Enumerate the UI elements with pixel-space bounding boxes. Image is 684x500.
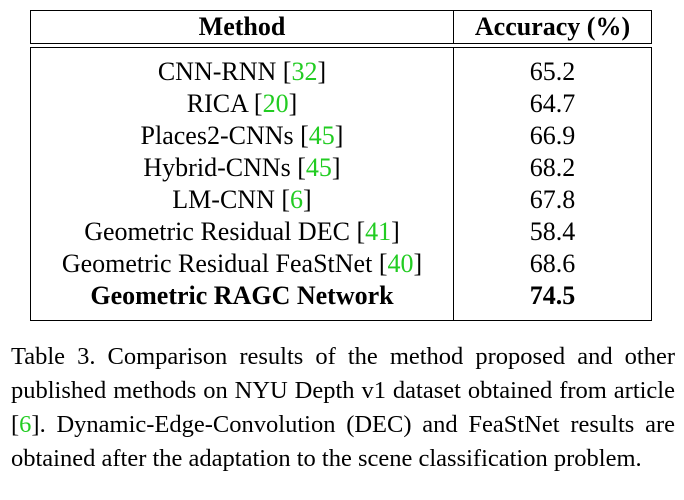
cite-open: [ xyxy=(293,121,309,150)
table-header: Method Accuracy (%) xyxy=(30,10,652,44)
cite-open: [ xyxy=(290,153,306,182)
method-name: LM-CNN xyxy=(172,185,275,214)
cite-open: [ xyxy=(349,217,366,246)
citation-link[interactable]: 41 xyxy=(365,217,392,246)
accuracy-cell: 64.7 xyxy=(529,89,576,118)
table-row: Geometric Residual DEC [41] 58.4 xyxy=(31,217,651,247)
header-method: Method xyxy=(198,12,286,41)
method-name: Geometric RAGC Network xyxy=(90,281,394,310)
results-table: Method Accuracy (%) CNN-RNN [32] 65.2 RI… xyxy=(30,10,652,321)
method-name: Places2-CNNs xyxy=(140,121,294,150)
method-name: Geometric Residual DEC xyxy=(84,217,350,246)
caption-text-end: ]. Dynamic-Edge-Convolution (DEC) and Fe… xyxy=(11,411,675,472)
method-name: Hybrid-CNNs xyxy=(143,153,291,182)
accuracy-cell: 66.9 xyxy=(529,121,576,150)
column-divider xyxy=(453,48,454,320)
accuracy-cell: 65.2 xyxy=(529,57,576,86)
cite-open: [ xyxy=(247,89,263,118)
header-accuracy: Accuracy (%) xyxy=(474,12,631,41)
table-row: Hybrid-CNNs [45] 68.2 xyxy=(31,153,651,183)
table-caption: Table 3. Comparison results of the metho… xyxy=(11,340,675,476)
column-divider xyxy=(453,11,454,43)
method-cell: RICA [20] xyxy=(31,89,453,119)
cite-close: ] xyxy=(303,185,312,214)
cite-close: ] xyxy=(413,249,423,278)
table-row-highlight: Geometric RAGC Network 74.5 xyxy=(31,281,651,311)
accuracy-cell: 74.5 xyxy=(529,281,576,310)
table-row: Geometric Residual FeaStNet [40] 68.6 xyxy=(31,249,651,279)
cite-open: [ xyxy=(276,57,292,86)
cite-close: ] xyxy=(288,89,298,118)
accuracy-cell: 67.8 xyxy=(529,185,576,214)
accuracy-cell: 68.6 xyxy=(529,249,576,278)
cite-close: ] xyxy=(334,121,344,150)
cite-close: ] xyxy=(331,153,341,182)
citation-link[interactable]: 45 xyxy=(305,153,332,182)
cite-open: [ xyxy=(274,185,291,214)
citation-link[interactable]: 40 xyxy=(387,249,414,278)
cite-open: [ xyxy=(372,249,388,278)
accuracy-cell: 58.4 xyxy=(529,217,576,246)
table-row: CNN-RNN [32] 65.2 xyxy=(31,57,651,87)
method-name: RICA xyxy=(186,89,248,118)
caption-text-start: Table 3. Comparison results of the metho… xyxy=(11,343,675,438)
method-name: CNN-RNN xyxy=(157,57,277,86)
table-row: RICA [20] 64.7 xyxy=(31,89,651,119)
citation-link[interactable]: 6 xyxy=(19,411,32,438)
citation-link[interactable]: 20 xyxy=(262,89,289,118)
method-cell: Hybrid-CNNs [45] xyxy=(31,153,453,183)
method-cell: Geometric Residual DEC [41] xyxy=(31,217,453,247)
method-cell: Places2-CNNs [45] xyxy=(31,121,453,151)
citation-link[interactable]: 45 xyxy=(308,121,335,150)
method-cell: Geometric Residual FeaStNet [40] xyxy=(31,249,453,279)
table-row: Places2-CNNs [45] 66.9 xyxy=(31,121,651,151)
citation-link[interactable]: 6 xyxy=(290,185,304,214)
accuracy-cell: 68.2 xyxy=(529,153,576,182)
method-cell: Geometric RAGC Network xyxy=(31,281,453,311)
table-row: LM-CNN [6] 67.8 xyxy=(31,185,651,215)
citation-link[interactable]: 32 xyxy=(291,57,318,86)
table-body: CNN-RNN [32] 65.2 RICA [20] 64.7 Places2… xyxy=(30,47,652,321)
method-name: Geometric Residual FeaStNet xyxy=(61,249,373,278)
cite-close: ] xyxy=(317,57,327,86)
cite-close: ] xyxy=(391,217,400,246)
method-cell: CNN-RNN [32] xyxy=(31,57,453,87)
method-cell: LM-CNN [6] xyxy=(31,185,453,215)
